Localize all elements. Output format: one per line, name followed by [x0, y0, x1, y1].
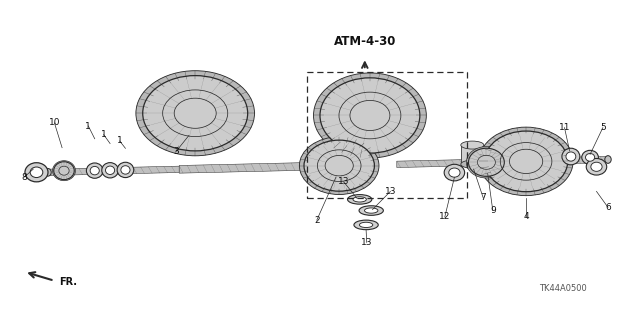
Ellipse shape	[52, 161, 76, 181]
Ellipse shape	[468, 148, 504, 176]
Text: 2: 2	[314, 216, 319, 225]
Ellipse shape	[586, 153, 595, 161]
Text: 1: 1	[101, 130, 106, 139]
Text: 1: 1	[86, 122, 91, 130]
Ellipse shape	[121, 166, 130, 174]
Ellipse shape	[360, 222, 372, 227]
Polygon shape	[397, 156, 608, 167]
Ellipse shape	[359, 206, 383, 215]
Ellipse shape	[354, 220, 378, 230]
Ellipse shape	[86, 163, 103, 178]
Text: 6: 6	[605, 203, 611, 212]
Ellipse shape	[320, 78, 420, 153]
Ellipse shape	[304, 140, 374, 191]
Ellipse shape	[461, 141, 484, 149]
Text: ATM-4-30: ATM-4-30	[333, 35, 396, 48]
Ellipse shape	[143, 76, 248, 151]
Ellipse shape	[45, 168, 51, 176]
Text: 1: 1	[117, 137, 122, 145]
Ellipse shape	[54, 162, 74, 180]
Polygon shape	[461, 145, 484, 164]
Ellipse shape	[300, 137, 379, 195]
Text: 3: 3	[173, 147, 179, 156]
Polygon shape	[48, 166, 179, 175]
Ellipse shape	[444, 164, 465, 181]
Ellipse shape	[566, 152, 576, 161]
Ellipse shape	[353, 197, 366, 202]
Ellipse shape	[467, 146, 506, 178]
Ellipse shape	[136, 71, 255, 156]
Ellipse shape	[365, 208, 378, 213]
Text: 13: 13	[361, 238, 372, 247]
Ellipse shape	[449, 168, 460, 177]
Text: 10: 10	[49, 118, 60, 127]
Ellipse shape	[461, 160, 484, 168]
Ellipse shape	[25, 163, 48, 182]
Ellipse shape	[591, 162, 602, 171]
Text: FR.: FR.	[59, 277, 77, 287]
Text: 11: 11	[559, 123, 570, 132]
Text: 13: 13	[338, 177, 349, 186]
Text: 13: 13	[385, 187, 396, 196]
Text: TK44A0500: TK44A0500	[540, 284, 587, 293]
Ellipse shape	[605, 156, 611, 163]
Text: 5: 5	[600, 123, 605, 132]
Ellipse shape	[102, 163, 118, 178]
Ellipse shape	[484, 131, 568, 192]
Text: 12: 12	[439, 212, 451, 221]
Ellipse shape	[117, 162, 134, 178]
Ellipse shape	[106, 166, 115, 174]
Ellipse shape	[586, 159, 607, 175]
Text: 8: 8	[22, 173, 27, 182]
Ellipse shape	[30, 167, 43, 178]
Text: 4: 4	[524, 212, 529, 221]
Bar	[307, 72, 467, 198]
Ellipse shape	[314, 73, 426, 158]
Ellipse shape	[90, 167, 99, 175]
Ellipse shape	[479, 127, 573, 196]
Polygon shape	[179, 163, 307, 173]
Text: 9: 9	[490, 206, 495, 215]
Ellipse shape	[582, 150, 598, 164]
Ellipse shape	[562, 148, 580, 165]
Text: 7: 7	[481, 193, 486, 202]
Ellipse shape	[348, 195, 372, 204]
